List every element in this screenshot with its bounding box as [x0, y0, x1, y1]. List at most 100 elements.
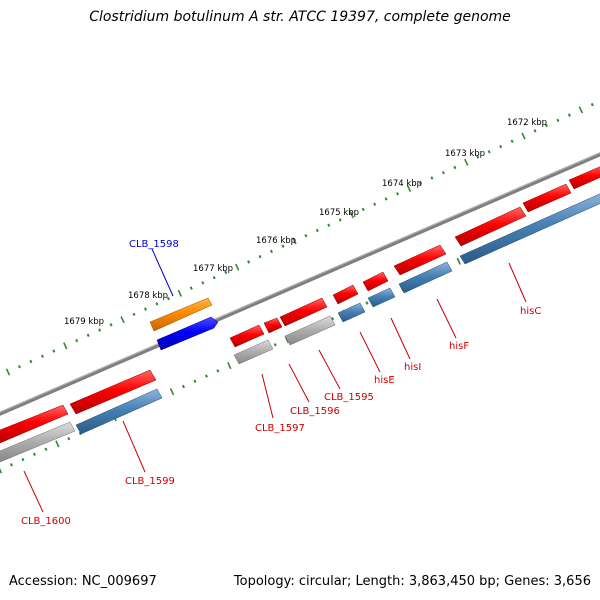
- gene-CLB_1597[interactable]: [229, 324, 265, 348]
- ruler-outer-tick: [98, 328, 102, 332]
- gene-hisE[interactable]: [332, 284, 359, 305]
- label-CLB_1597[interactable]: CLB_1597: [255, 423, 305, 434]
- ruler-outer-tick: [510, 139, 514, 144]
- leader-hisI: [390, 317, 411, 360]
- gene-CLB_1599[interactable]: [69, 369, 157, 415]
- label-hisI[interactable]: hisI: [404, 362, 421, 373]
- ruler-inner-tick: [55, 440, 60, 448]
- ruler-outer-tick: [327, 223, 331, 227]
- gene-CLB_1598[interactable]: [149, 297, 213, 332]
- leader-CLB_1599: [122, 420, 146, 473]
- ruler-outer-tick: [315, 228, 319, 233]
- gene-CLB_1600[interactable]: [0, 404, 69, 444]
- cds-hisE[interactable]: [337, 302, 366, 323]
- cds-hisF[interactable]: [398, 261, 453, 294]
- ruler-outer: [5, 102, 594, 376]
- ruler-outer-tick: [63, 342, 68, 350]
- ruler-outer-tick: [396, 192, 400, 196]
- ruler-inner-tick: [78, 431, 82, 436]
- ruler-inner-tick: [216, 369, 220, 373]
- ruler-inner-tick: [227, 362, 232, 370]
- gene-hisC-c[interactable]: [568, 165, 600, 190]
- ruler-inner-tick: [181, 384, 186, 389]
- leader-hisE: [359, 331, 381, 373]
- label-CLB_1595[interactable]: CLB_1595: [324, 392, 374, 403]
- leader-CLB_1596: [288, 363, 310, 403]
- ruler-outer-tick: [247, 260, 251, 264]
- gene-hisC[interactable]: [454, 206, 527, 247]
- label-CLB_1599[interactable]: CLB_1599: [125, 476, 175, 487]
- forward-strand: [149, 297, 219, 351]
- ruler-outer-tick: [349, 211, 354, 219]
- cds-CLB_1599[interactable]: [75, 388, 163, 435]
- cds-CLB_1598[interactable]: [156, 316, 219, 351]
- ruler-outer-tick: [453, 165, 457, 170]
- ruler-outer-tick: [338, 218, 342, 222]
- leader-CLB_1598: [151, 248, 174, 297]
- ruler-outer-tick: [590, 102, 594, 107]
- ruler-outer-tick: [40, 354, 44, 358]
- label-CLB_1596[interactable]: CLB_1596: [290, 406, 340, 417]
- cds-CLB_1597[interactable]: [233, 339, 274, 365]
- ruler-outer-tick: [224, 270, 228, 275]
- ruler-outer-tick: [189, 286, 193, 290]
- leader-CLB_1595: [318, 349, 341, 390]
- ruler-outer-tick: [75, 338, 79, 343]
- gene-hisC-b[interactable]: [522, 183, 572, 213]
- label-CLB_1598[interactable]: CLB_1598: [129, 239, 179, 250]
- ruler-outer-tick: [17, 365, 21, 369]
- gene-CLB_1596[interactable]: [263, 317, 283, 334]
- ruler-outer-tick: [567, 113, 571, 117]
- tick-label-1678: 1678 kbp: [128, 291, 168, 301]
- ruler-outer-tick: [212, 275, 216, 280]
- ruler-outer-tick: [521, 132, 526, 140]
- label-hisC[interactable]: hisC: [520, 306, 541, 317]
- label-CLB_1600[interactable]: CLB_1600: [21, 516, 71, 527]
- tick-label-1673: 1673 kbp: [445, 149, 485, 159]
- ruler-outer-tick: [578, 106, 584, 114]
- ruler-outer-tick: [384, 197, 388, 201]
- ruler-outer-tick: [201, 281, 205, 285]
- ruler-outer-tick: [406, 184, 412, 193]
- cds-CLB_1600[interactable]: [0, 421, 76, 463]
- ruler-outer-tick: [361, 207, 365, 212]
- ruler-outer-tick: [166, 296, 170, 301]
- ruler-inner-tick: [9, 463, 13, 467]
- cds-hisI[interactable]: [367, 287, 396, 308]
- ruler-outer-tick: [441, 171, 445, 175]
- ruler-outer-tick: [143, 307, 148, 311]
- ruler-outer-tick: [258, 254, 262, 259]
- tick-label-1672: 1672 kbp: [507, 118, 547, 128]
- reverse-strand: [0, 165, 600, 463]
- ruler-outer-tick: [234, 263, 240, 271]
- ruler-outer-tick: [52, 349, 56, 353]
- leader-hisC: [508, 262, 527, 303]
- ruler-inner-tick: [0, 468, 3, 474]
- ruler-outer-tick: [533, 129, 537, 133]
- gene-hisI[interactable]: [362, 271, 389, 292]
- label-leaders: [23, 248, 527, 513]
- cds-CLB_1595[interactable]: [284, 315, 336, 346]
- tick-label-1675: 1675 kbp: [319, 208, 359, 218]
- ruler-inner-tick: [456, 257, 461, 265]
- ruler-outer-tick: [418, 181, 422, 185]
- tick-label-1676: 1676 kbp: [256, 236, 296, 246]
- ruler-inner-tick: [273, 343, 277, 347]
- ruler-inner-tick: [331, 316, 335, 321]
- ruler-inner-tick: [21, 457, 25, 462]
- ruler-inner-tick: [67, 436, 71, 441]
- label-hisE[interactable]: hisE: [374, 375, 395, 386]
- ruler-outer-tick: [487, 150, 491, 154]
- ruler-outer-tick: [281, 244, 285, 248]
- accession-text: Accession: NC_009697: [9, 574, 157, 589]
- ruler-outer-tick: [269, 249, 274, 254]
- gene-CLB_1595[interactable]: [279, 297, 328, 327]
- cds-hisC[interactable]: [459, 192, 600, 265]
- label-hisF[interactable]: hisF: [449, 341, 469, 352]
- ruler-inner-tick: [204, 374, 208, 378]
- ruler-outer-tick: [109, 323, 113, 327]
- ruler-outer-tick: [304, 233, 308, 238]
- ruler-outer-tick: [499, 144, 503, 149]
- gene-hisF[interactable]: [393, 244, 447, 276]
